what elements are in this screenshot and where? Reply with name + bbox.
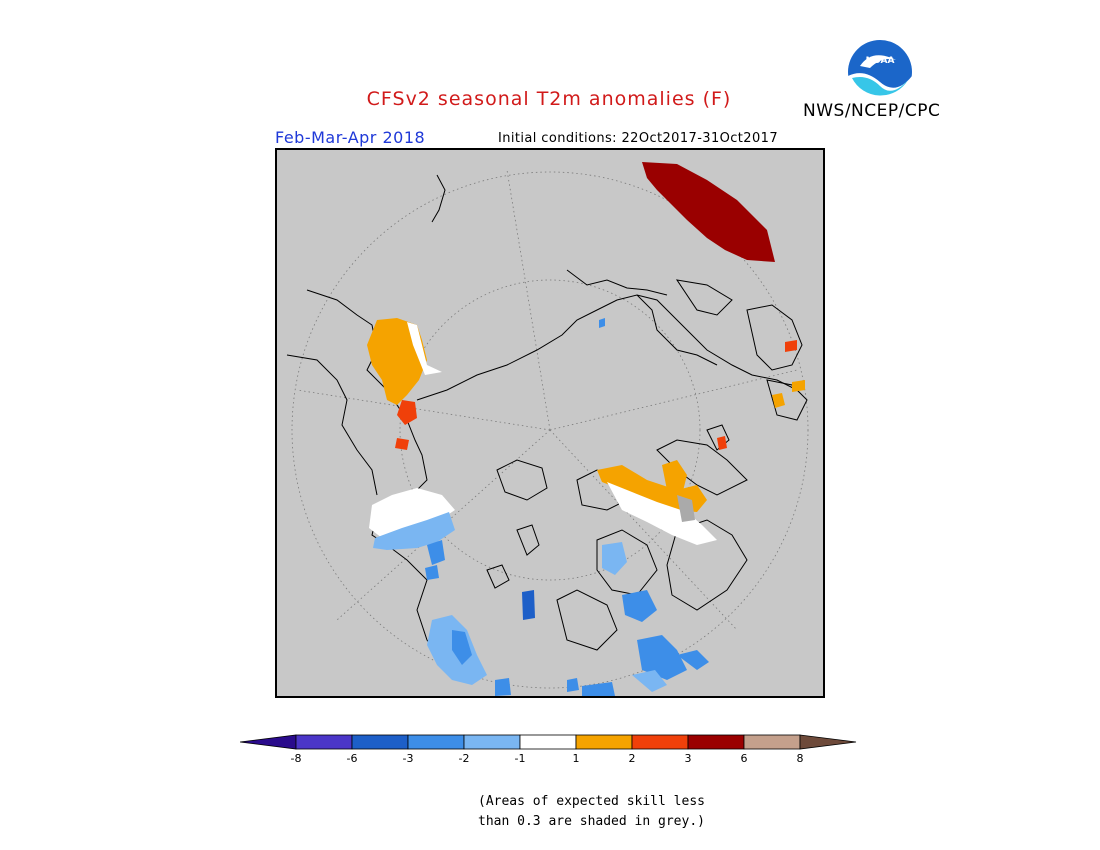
legend-bin-high-arrow	[799, 734, 857, 750]
legend-tick-label: 2	[628, 752, 636, 765]
warm-anomalies	[367, 162, 805, 545]
legend-bin-low-arrow	[240, 734, 297, 750]
legend-tick-label: 8	[796, 752, 804, 765]
forecast-period: Feb-Mar-Apr 2018	[275, 128, 426, 147]
skill-note-line2: than 0.3 are shaded in grey.)	[478, 814, 705, 829]
legend-tick-label: -8	[290, 752, 302, 765]
legend-bin	[519, 734, 577, 750]
legend-bin	[575, 734, 633, 750]
initial-conditions: Initial conditions: 22Oct2017-31Oct2017	[498, 131, 778, 146]
cool-anomalies	[369, 318, 709, 696]
legend-tick-label: 3	[684, 752, 692, 765]
color-legend	[240, 734, 857, 750]
legend-bin	[463, 734, 521, 750]
legend-tick-label: -2	[458, 752, 470, 765]
skill-note-line1: (Areas of expected skill less	[478, 794, 705, 809]
map-title: CFSv2 seasonal T2m anomalies (F)	[366, 88, 732, 110]
legend-bin	[407, 734, 465, 750]
skill-note: (Areas of expected skill less than 0.3 a…	[478, 792, 705, 832]
legend-tick-label: -6	[346, 752, 358, 765]
legend-bin	[687, 734, 745, 750]
legend-bin	[631, 734, 689, 750]
legend-tick-label: 6	[740, 752, 748, 765]
agency-label: NWS/NCEP/CPC	[803, 101, 941, 121]
polar-map	[275, 148, 825, 698]
legend-tick-label: 1	[572, 752, 580, 765]
legend-tick-label: -1	[514, 752, 526, 765]
legend-bin	[351, 734, 409, 750]
legend-bin	[743, 734, 801, 750]
graticule	[291, 169, 809, 689]
legend-bin	[295, 734, 353, 750]
noaa-logo-text: NOAA	[866, 56, 895, 66]
noaa-logo: NOAA	[848, 40, 912, 106]
legend-tick-label: -3	[402, 752, 414, 765]
